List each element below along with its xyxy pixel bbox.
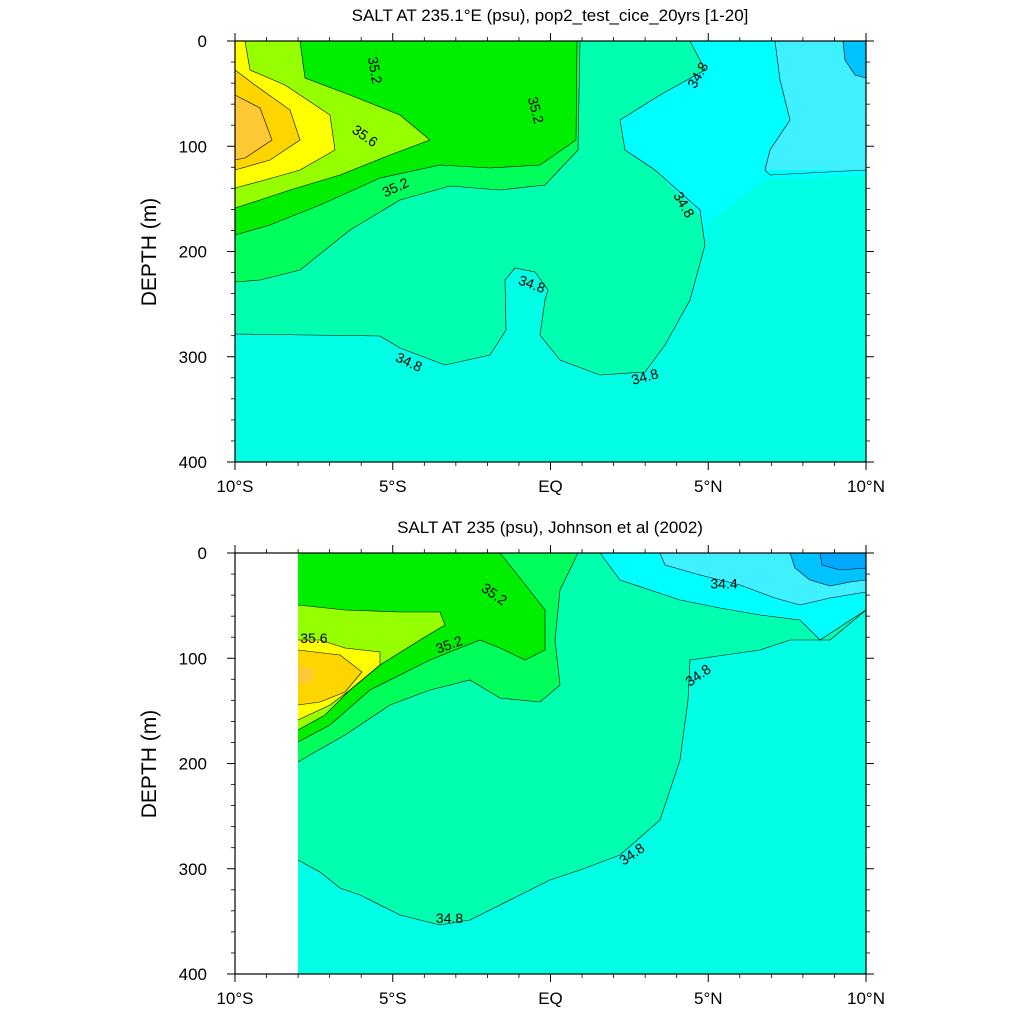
contour-lines-observed (297, 552, 867, 926)
axis-ticks-observed: 10°S 5°S EQ 5°N 10°N 0 100 200 300 400 (179, 544, 885, 1008)
chart-title-observed: SALT AT 235 (psu), Johnson et al (2002) (397, 518, 703, 537)
x-tick-label: 5°N (694, 989, 723, 1008)
contour-label: 34.8 (630, 365, 661, 388)
y-tick-label: 200 (179, 755, 207, 774)
x-tick-label: 5°S (379, 989, 407, 1008)
contour-label: 35.2 (525, 95, 548, 126)
contour-label: 35.2 (365, 55, 386, 85)
y-tick-label: 200 (179, 243, 207, 262)
contour-label: 34.8 (436, 910, 463, 926)
contour-label: 34.4 (710, 575, 737, 591)
contour-fill-observed (298, 553, 866, 974)
y-tick-label: 300 (179, 860, 207, 879)
y-tick-label: 100 (179, 137, 207, 156)
x-tick-label: 10°N (847, 477, 885, 496)
band-34.4-34.6 (765, 41, 866, 170)
chart-title-model: SALT AT 235.1°E (psu), pop2_test_cice_20… (352, 6, 749, 25)
axis-ticks-model: 10°S 5°S EQ 5°N 10°N 0 100 200 300 400 (179, 32, 885, 496)
contour-label: 35.6 (300, 630, 327, 646)
y-tick-label: 400 (179, 965, 207, 984)
band-34.0-34.2 (820, 553, 866, 570)
band-34.2-34.4 (843, 41, 866, 78)
y-axis-label-observed: DEPTH (m) (138, 710, 161, 819)
band-36.0-36.2 (235, 95, 272, 160)
x-tick-label: EQ (538, 477, 563, 496)
x-tick-label: 10°N (847, 989, 885, 1008)
y-tick-label: 300 (179, 348, 207, 367)
y-tick-label: 100 (179, 649, 207, 668)
y-tick-label: 0 (198, 544, 207, 563)
x-tick-label: EQ (538, 989, 563, 1008)
band-36.0-36.2 (298, 665, 315, 684)
contour-lines-model (234, 40, 867, 376)
x-tick-label: 5°N (694, 477, 723, 496)
band-35.8-36.0 (298, 650, 362, 705)
x-tick-label: 10°S (216, 989, 253, 1008)
x-tick-label: 5°S (379, 477, 407, 496)
chart-panel-model: SALT AT 235.1°E (psu), pop2_test_cice_20… (138, 6, 885, 496)
x-tick-label: 10°S (216, 477, 253, 496)
y-tick-label: 400 (179, 453, 207, 472)
y-tick-label: 0 (198, 32, 207, 51)
chart-panel-observed: SALT AT 235 (psu), Johnson et al (2002) (138, 518, 885, 1008)
band-35.2-35.4 (298, 553, 545, 742)
y-axis-label-model: DEPTH (m) (138, 198, 161, 307)
contour-fill-model (235, 41, 866, 462)
